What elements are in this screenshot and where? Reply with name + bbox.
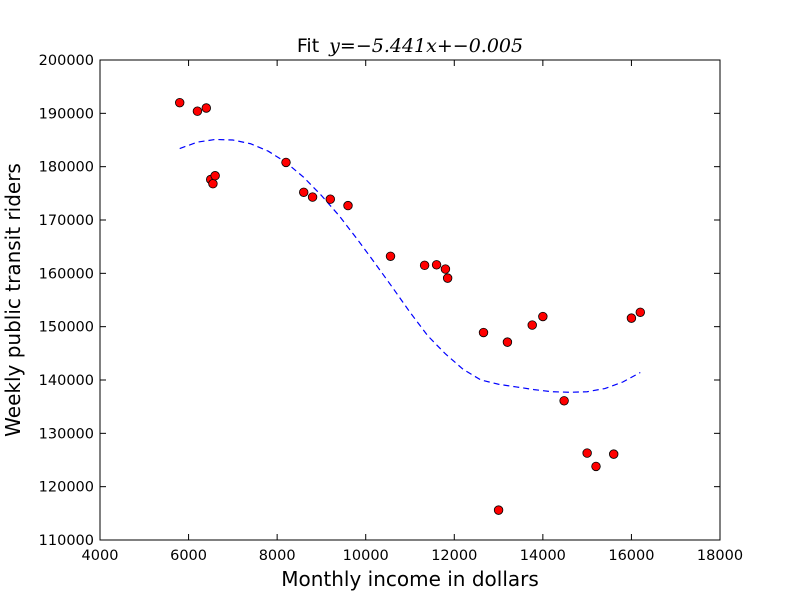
y-tick-label-9: 200000 <box>39 53 94 69</box>
y-tick-label-5: 160000 <box>39 266 94 282</box>
x-axis-label: Monthly income in dollars <box>281 567 539 591</box>
scatter-point-10 <box>343 200 353 211</box>
y-tick-label-6: 170000 <box>39 213 94 229</box>
scatter-point-19 <box>527 320 537 330</box>
y-axis-label: Weekly public transit riders <box>1 163 25 437</box>
chart-title-prefix: Fit <box>297 35 319 57</box>
scatter-point-15 <box>442 273 453 283</box>
scatter-point-1 <box>192 106 203 116</box>
chart-title-equation: y=−5.441x+−0.005 <box>328 35 523 57</box>
scatter-point-26 <box>635 307 645 317</box>
scatter-point-5 <box>210 171 220 181</box>
scatter-point-0 <box>175 97 185 108</box>
scatter-point-12 <box>419 260 430 271</box>
scatter-point-4 <box>208 179 218 189</box>
scatter-point-8 <box>307 192 318 202</box>
scatter-point-20 <box>538 311 548 322</box>
x-tick-label-2: 8000 <box>259 548 296 564</box>
x-tick-label-7: 18000 <box>697 548 743 564</box>
x-tick-label-1: 6000 <box>170 548 207 564</box>
x-tick-label-0: 4000 <box>82 548 119 564</box>
scatter-point-22 <box>582 448 592 458</box>
chart-title: Fit y=−5.441x+−0.005 <box>297 35 523 57</box>
axis-ticks: 4000 6000 8000 10000 12000 14000 16000 18000 110… <box>39 53 743 564</box>
scatter-point-18 <box>502 337 513 347</box>
scatter-point-21 <box>559 396 569 406</box>
y-tick-label-1: 120000 <box>39 480 94 496</box>
scatter-point-9 <box>325 194 335 204</box>
scatter-point-11 <box>385 251 396 261</box>
fit-line <box>179 138 641 393</box>
scatter-point-2 <box>201 103 211 113</box>
y-tick-label-7: 180000 <box>39 160 94 176</box>
scatter-point-16 <box>478 327 489 338</box>
y-tick-label-0: 110000 <box>39 533 94 549</box>
x-tick-label-3: 10000 <box>343 548 389 564</box>
scatter-point-24 <box>609 449 619 459</box>
y-tick-label-2: 130000 <box>39 426 94 442</box>
scatter-point-25 <box>626 313 637 323</box>
scatter-point-23 <box>591 461 601 472</box>
scatter-point-7 <box>299 187 309 197</box>
plot-marks <box>175 97 645 515</box>
x-tick-label-5: 14000 <box>520 548 566 564</box>
y-tick-label-3: 140000 <box>39 373 94 389</box>
y-tick-label-8: 190000 <box>39 106 94 122</box>
scatter-point-13 <box>431 260 442 270</box>
scatter-point-14 <box>440 264 451 274</box>
scatter-point-17 <box>493 505 504 515</box>
y-tick-label-4: 150000 <box>39 320 94 336</box>
scatter-point-6 <box>281 157 291 168</box>
x-tick-label-4: 12000 <box>431 548 477 564</box>
x-tick-label-6: 16000 <box>608 548 654 564</box>
plot-frame <box>99 59 721 541</box>
